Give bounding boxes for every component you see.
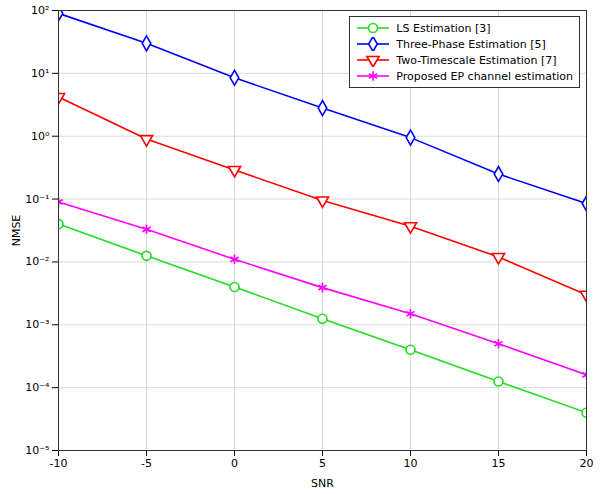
svg-text:20: 20 (580, 457, 594, 470)
html-text:Three-Phase Estimation [5]: Three-Phase Estimation [5] (396, 37, 546, 51)
svg-text:10⁻¹: 10⁻¹ (25, 193, 49, 206)
svg-text:10⁻²: 10⁻² (25, 255, 49, 268)
svg-text:10⁻³: 10⁻³ (25, 318, 49, 331)
html-text:LS Estimation [3]: LS Estimation [3] (396, 21, 491, 35)
svg-text:0: 0 (231, 457, 238, 470)
svg-text:10¹: 10¹ (31, 67, 49, 80)
svg-text:10⁻⁴: 10⁻⁴ (25, 381, 50, 394)
svg-text:-10: -10 (50, 457, 68, 470)
svg-text:-5: -5 (141, 457, 152, 470)
svg-text:NMSE: NMSE (10, 215, 23, 247)
svg-text:15: 15 (492, 457, 506, 470)
svg-text:10: 10 (404, 457, 418, 470)
svg-text:10²: 10² (31, 4, 49, 17)
html-text:Two-Timescale Estimation [7]: Two-Timescale Estimation [7] (396, 53, 557, 67)
svg-text:10⁻⁵: 10⁻⁵ (25, 444, 49, 457)
svg-text:SNR: SNR (311, 477, 334, 490)
html-text:Proposed EP channel estimation: Proposed EP channel estimation (396, 69, 573, 83)
svg-text:5: 5 (319, 457, 326, 470)
svg-text:10⁰: 10⁰ (31, 130, 50, 143)
